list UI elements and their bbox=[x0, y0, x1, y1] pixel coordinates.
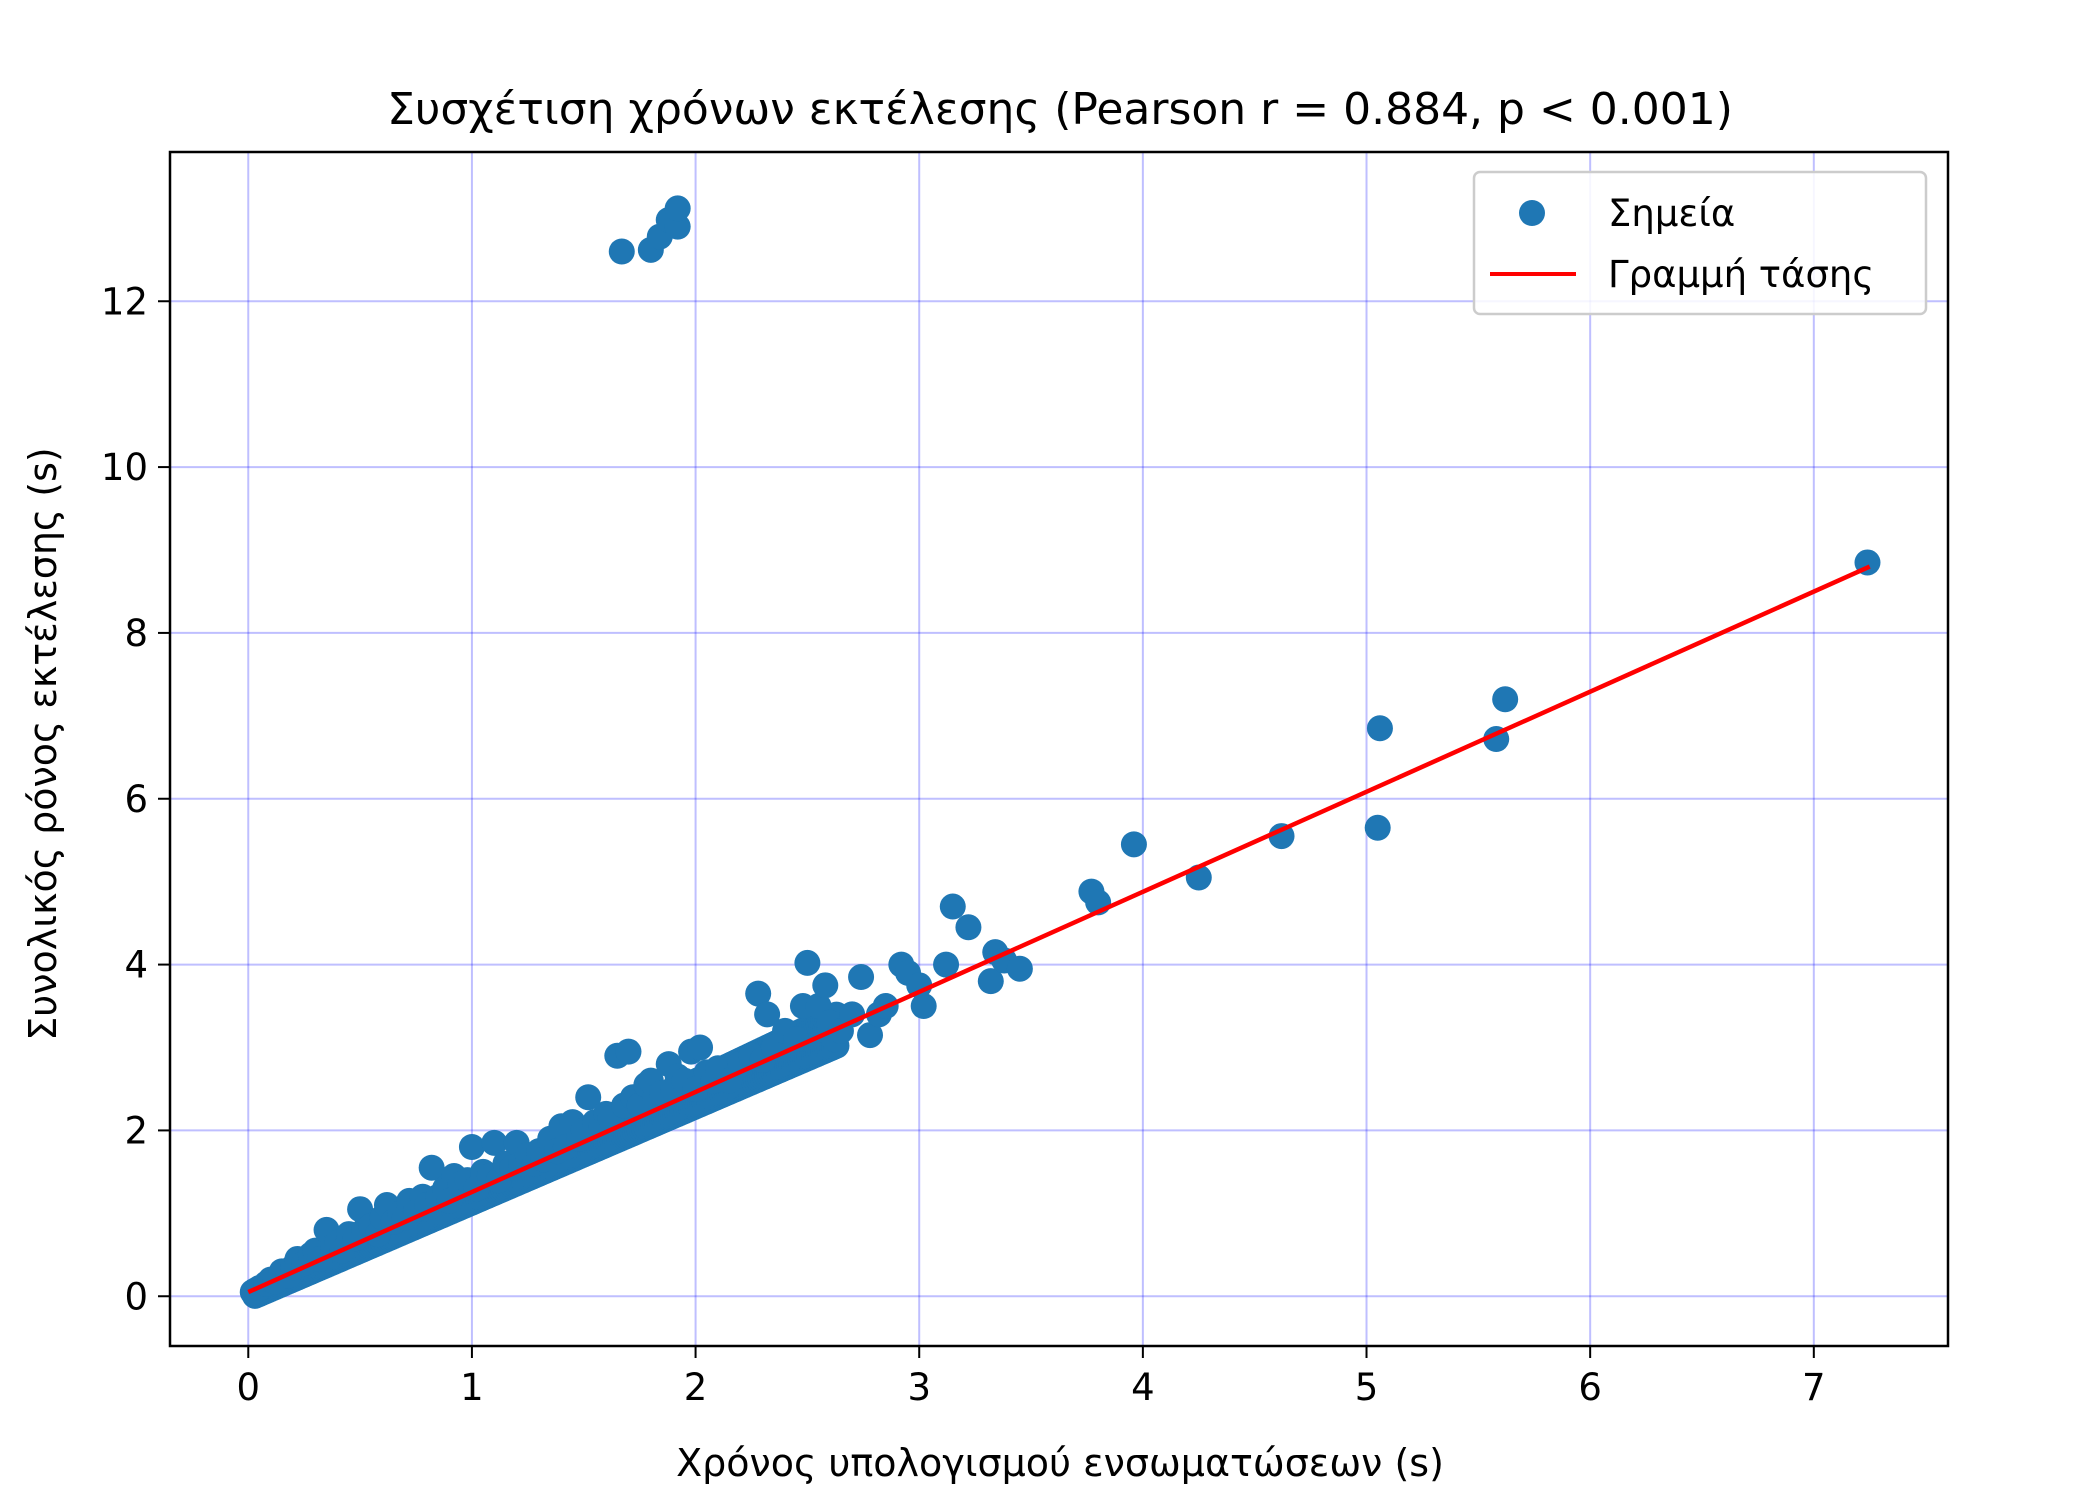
scatter-point bbox=[1120, 831, 1147, 858]
scatter-point bbox=[1268, 823, 1295, 850]
scatter-point bbox=[458, 1134, 485, 1160]
scatter-point bbox=[418, 1154, 445, 1181]
scatter-point bbox=[939, 893, 966, 920]
scatter-point bbox=[1364, 814, 1391, 841]
x-axis-label: Χρόνος υπολογισμού ενσωματώσεων (s) bbox=[676, 1441, 1444, 1485]
trend-line bbox=[247, 564, 1871, 1295]
scatter-point bbox=[794, 949, 821, 976]
y-tick-label: 10 bbox=[101, 446, 148, 489]
scatter-point bbox=[754, 1001, 781, 1028]
scatter-point bbox=[1006, 955, 1033, 982]
x-tick-label: 2 bbox=[684, 1366, 708, 1409]
legend: Σημεία Γραμμή τάσης bbox=[1472, 170, 1928, 316]
legend-points-marker bbox=[1519, 200, 1545, 226]
scatter-point bbox=[906, 972, 933, 999]
y-tick-label: 8 bbox=[124, 612, 148, 655]
scatter-point bbox=[1492, 686, 1519, 713]
scatter-point bbox=[910, 993, 937, 1020]
scatter-point bbox=[687, 1034, 714, 1061]
y-tick-label: 4 bbox=[124, 944, 148, 987]
chart-title: Συσχέτιση χρόνων εκτέλεσης (Pearson r = … bbox=[387, 84, 1733, 135]
legend-points-label: Σημεία bbox=[1608, 192, 1735, 235]
scatter-point bbox=[608, 238, 635, 265]
x-tick-label: 6 bbox=[1578, 1366, 1602, 1409]
x-tick-label: 4 bbox=[1131, 1366, 1155, 1409]
scatter-point bbox=[933, 951, 960, 978]
y-tick-label: 6 bbox=[124, 778, 148, 821]
scatter-point bbox=[812, 972, 839, 999]
x-tick-label: 5 bbox=[1355, 1366, 1379, 1409]
scatter-point bbox=[575, 1084, 602, 1111]
x-tick-label: 0 bbox=[237, 1366, 261, 1409]
legend-box bbox=[1472, 170, 1928, 316]
y-tick-label: 2 bbox=[124, 1109, 148, 1152]
trend-line-group bbox=[247, 564, 1871, 1295]
scatter-point bbox=[955, 914, 982, 941]
scatter-point bbox=[1366, 715, 1393, 742]
y-tick-label: 0 bbox=[124, 1275, 148, 1318]
plot-area-frame bbox=[168, 150, 1950, 1348]
x-tick-label: 3 bbox=[907, 1366, 931, 1409]
scatter-point bbox=[664, 195, 691, 222]
scatter-point bbox=[857, 1022, 884, 1049]
x-tick-label: 7 bbox=[1802, 1366, 1826, 1409]
scatter-point bbox=[664, 213, 691, 240]
y-axis-label: Συνολικός ρόνος εκτέλεσης (s) bbox=[21, 447, 65, 1040]
legend-trend-label: Γραμμή τάσης bbox=[1608, 253, 1874, 296]
scatter-point bbox=[977, 968, 1004, 995]
scatter-point bbox=[615, 1038, 642, 1065]
scatter-points bbox=[239, 195, 1881, 1309]
scatter-point bbox=[745, 980, 772, 1007]
scatter-point bbox=[481, 1129, 508, 1156]
y-tick-label: 12 bbox=[101, 280, 148, 323]
x-tick-label: 1 bbox=[460, 1366, 484, 1409]
grid bbox=[170, 152, 1948, 1346]
scatter-point bbox=[848, 964, 875, 991]
